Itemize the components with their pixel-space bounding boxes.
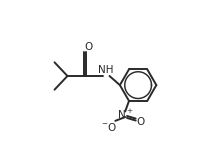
Text: O: O [85, 42, 93, 52]
Text: NH: NH [99, 65, 114, 75]
Text: $^{-}$O: $^{-}$O [101, 121, 118, 133]
Text: O: O [136, 117, 145, 127]
Text: N$^+$: N$^+$ [117, 107, 134, 121]
